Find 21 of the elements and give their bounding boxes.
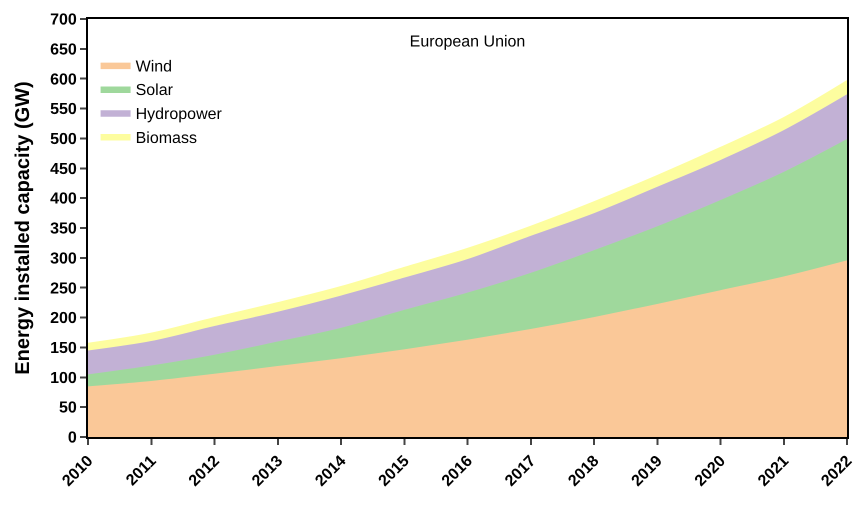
y-tick-label: 150 — [50, 340, 77, 358]
legend-label: Biomass — [136, 130, 197, 147]
y-tick-label: 600 — [50, 71, 77, 88]
y-tick-label: 650 — [50, 41, 77, 58]
y-axis-title: Energy installed capacity (GW) — [12, 81, 34, 375]
legend-label: Wind — [136, 58, 172, 76]
y-tick-label: 400 — [50, 190, 77, 208]
y-tick-label: 200 — [50, 310, 77, 328]
legend-label: Hydropower — [136, 106, 223, 123]
y-tick-label: 250 — [50, 280, 77, 298]
y-tick-label: 100 — [50, 370, 77, 387]
y-tick-label: 350 — [50, 220, 77, 238]
y-tick-label: 300 — [50, 250, 77, 268]
y-tick-label: 550 — [50, 101, 77, 118]
y-tick-label: 450 — [50, 160, 77, 178]
text: European Union — [410, 34, 526, 51]
y-tick-label: 500 — [50, 131, 77, 148]
y-tick-label: 700 — [50, 12, 77, 29]
y-tick-label: 50 — [59, 400, 77, 417]
y-tick-label: 0 — [68, 430, 77, 447]
legend-label: Solar — [136, 82, 174, 100]
